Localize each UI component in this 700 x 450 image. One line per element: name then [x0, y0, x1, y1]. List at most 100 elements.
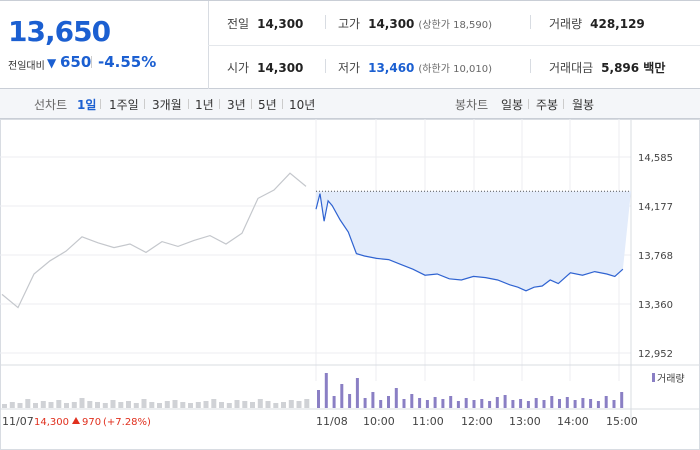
volume-bar: [449, 396, 453, 408]
x-tick-label: 11/08: [316, 415, 348, 428]
volume-bar: [226, 403, 232, 408]
divider: [144, 99, 145, 109]
divider: [251, 99, 252, 109]
volume-bar: [48, 402, 54, 408]
chart-period-tabs: 선차트 1일 1주일 3개월 1년 3년 5년 10년 봉차트 일봉 주봉 월봉: [0, 89, 700, 119]
stat-label: 고가: [338, 17, 361, 31]
stat-value: 14,300: [257, 17, 304, 31]
volume-bar: [33, 403, 38, 408]
stat-label: 저가: [338, 61, 361, 75]
divider: [188, 99, 189, 109]
price-lines: [1, 172, 624, 309]
volume-bar: [503, 395, 507, 408]
stat-value: 13,460: [368, 61, 415, 75]
tab-daily-candle[interactable]: 일봉: [501, 98, 524, 112]
volume-bar: [126, 401, 131, 408]
line-chart-label: 선차트: [34, 98, 68, 112]
divider: [100, 99, 101, 109]
volume-bar: [288, 400, 294, 408]
x-axis-ticks: 11/08 10:00 11:00 12:00 13:00 14:00 15:00 11/07…: [2, 415, 638, 428]
stat-value: 14,300: [257, 61, 304, 75]
x-tick-label: 11:00: [412, 415, 444, 428]
volume-bar: [9, 402, 15, 408]
divider: [282, 99, 283, 109]
y-axis-ticks: 14,585 14,177 13,768 13,360 12,952: [638, 153, 673, 360]
candle-chart-label: 봉차트: [455, 98, 489, 112]
volume-bar: [456, 401, 460, 408]
x-tick-label: 13:00: [509, 415, 541, 428]
chart-grid: [0, 119, 700, 450]
volume-bar: [464, 398, 468, 408]
volume-bar: [519, 399, 523, 408]
x-tick-label: 15:00: [606, 415, 638, 428]
volume-bar: [102, 403, 108, 408]
stat-volume: 거래량 428,129: [549, 15, 645, 32]
volume-bar: [172, 400, 178, 408]
volume-bar: [234, 400, 240, 408]
volume-bar: [558, 399, 561, 408]
tab-1day[interactable]: 1일: [77, 98, 97, 112]
tab-monthly-candle[interactable]: 월봉: [572, 98, 595, 112]
volume-bar: [164, 401, 170, 408]
tab-weekly-candle[interactable]: 주봉: [536, 98, 559, 112]
volume-bar: [250, 402, 255, 408]
tab-10years[interactable]: 10년: [289, 98, 316, 112]
volume-bar: [296, 401, 302, 408]
x-tick-label: 14:00: [557, 415, 589, 428]
stat-value: 14,300: [368, 17, 415, 31]
volume-bar: [418, 398, 422, 408]
volume-bar: [363, 398, 367, 408]
tab-3years[interactable]: 3년: [227, 98, 246, 112]
volume-bar: [133, 403, 139, 408]
volume-bar: [394, 388, 398, 408]
volume-bar: [379, 400, 383, 408]
volume-bars: 거래량: [2, 373, 685, 408]
intraday-chart: 14,585 14,177 13,768 13,360 12,952 거래량 11/08…: [0, 119, 700, 450]
volume-bar: [95, 402, 100, 408]
volume-bar: [242, 401, 248, 408]
volume-bar: [324, 373, 328, 408]
stat-high: 고가 14,300 (상한가 18,590): [338, 15, 492, 32]
tab-3months[interactable]: 3개월: [152, 98, 182, 112]
price-summary: 13,650 전일대비 ▼ 650 -4.55%: [0, 1, 209, 89]
volume-bar: [573, 400, 577, 408]
volume-legend-label: 거래량: [657, 373, 685, 385]
prev-close-gap-area: [316, 190, 631, 291]
series-line-today: [315, 193, 624, 292]
volume-bar: [40, 401, 46, 408]
volume-bar: [64, 403, 69, 408]
volume-bar: [195, 402, 201, 408]
volume-bar: [604, 396, 608, 408]
y-tick-label: 14,177: [638, 202, 673, 213]
volume-bar: [273, 403, 279, 408]
volume-bar: [480, 399, 484, 408]
quote-header: 13,650 전일대비 ▼ 650 -4.55% 전일 14,300 고가 14,3…: [0, 0, 700, 89]
volume-bar: [332, 396, 336, 408]
volume-bar: [203, 401, 209, 408]
volume-bar: [371, 392, 375, 408]
volume-bar: [149, 402, 155, 408]
volume-bar: [589, 399, 593, 408]
prev-day-change-pct: (+7.28%): [103, 417, 151, 428]
volume-bar: [596, 401, 600, 408]
volume-bar: [565, 397, 569, 408]
divider: [325, 59, 326, 73]
tab-1week[interactable]: 1주일: [109, 98, 139, 112]
gap-fill: [316, 191, 631, 291]
volume-legend-swatch: [652, 373, 655, 382]
volume-bar: [410, 394, 414, 408]
volume-bar: [472, 400, 476, 408]
stat-amount: 거래대금 5,896 백만: [549, 59, 665, 76]
volume-bar: [348, 394, 352, 408]
volume-bar: [281, 402, 286, 408]
volume-bar: [620, 392, 624, 408]
volume-bar: [542, 400, 546, 408]
volume-bar: [211, 399, 217, 408]
volume-bar: [402, 399, 406, 408]
y-tick-label: 13,360: [638, 300, 673, 311]
tab-5years[interactable]: 5년: [258, 98, 277, 112]
tab-1year[interactable]: 1년: [195, 98, 214, 112]
volume-bar: [495, 397, 499, 408]
volume-bar: [56, 400, 62, 408]
divider: [325, 15, 326, 29]
